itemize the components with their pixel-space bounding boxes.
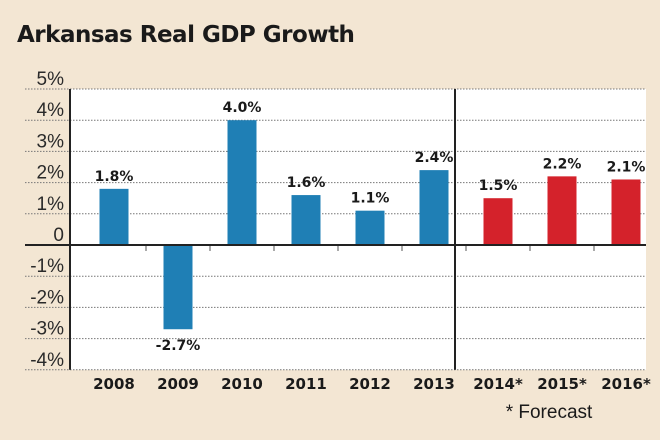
data-label: 2.4% <box>415 150 454 166</box>
data-label: 1.6% <box>287 175 326 191</box>
x-tick-label: 2015* <box>537 375 587 393</box>
x-tick-label: 2012 <box>349 375 391 393</box>
forecast-note: * Forecast <box>506 402 593 423</box>
y-tick-label: -3% <box>30 319 64 340</box>
data-label: 2.2% <box>543 156 582 172</box>
x-tick-label: 2014* <box>473 375 523 393</box>
data-label: 1.1% <box>351 191 390 207</box>
y-tick-label: 4% <box>37 100 65 121</box>
data-label: 1.5% <box>479 178 518 194</box>
data-label: 1.8% <box>95 169 134 185</box>
bar-2012 <box>355 210 385 245</box>
x-tick-label: 2009 <box>157 375 199 393</box>
data-label: -2.7% <box>156 338 201 354</box>
y-tick-label: -1% <box>30 256 64 277</box>
data-label: 2.1% <box>607 159 646 175</box>
x-tick-label: 2010 <box>221 375 263 393</box>
x-tick-label: 2008 <box>93 375 135 393</box>
bar-2016 <box>611 179 641 245</box>
bar-2013 <box>419 170 449 245</box>
chart-title: Arkansas Real GDP Growth <box>17 22 355 48</box>
y-tick-label: 5% <box>37 69 65 90</box>
y-tick-label: 1% <box>37 194 65 215</box>
x-tick-label: 2011 <box>285 375 327 393</box>
bar-2014 <box>483 198 513 245</box>
y-tick-label: -2% <box>30 287 64 308</box>
bar-2010 <box>227 120 257 245</box>
bar-2009 <box>163 245 193 330</box>
y-tick-label: -4% <box>30 350 64 371</box>
y-tick-label: 2% <box>37 163 65 184</box>
bar-2008 <box>99 188 129 245</box>
y-tick-label: 0 <box>53 225 64 246</box>
x-tick-label: 2013 <box>413 375 455 393</box>
x-tick-label: 2016* <box>601 375 651 393</box>
y-tick-label: 3% <box>37 131 65 152</box>
bar-2015 <box>547 176 577 245</box>
bar-2011 <box>291 195 321 245</box>
data-label: 4.0% <box>223 100 262 116</box>
